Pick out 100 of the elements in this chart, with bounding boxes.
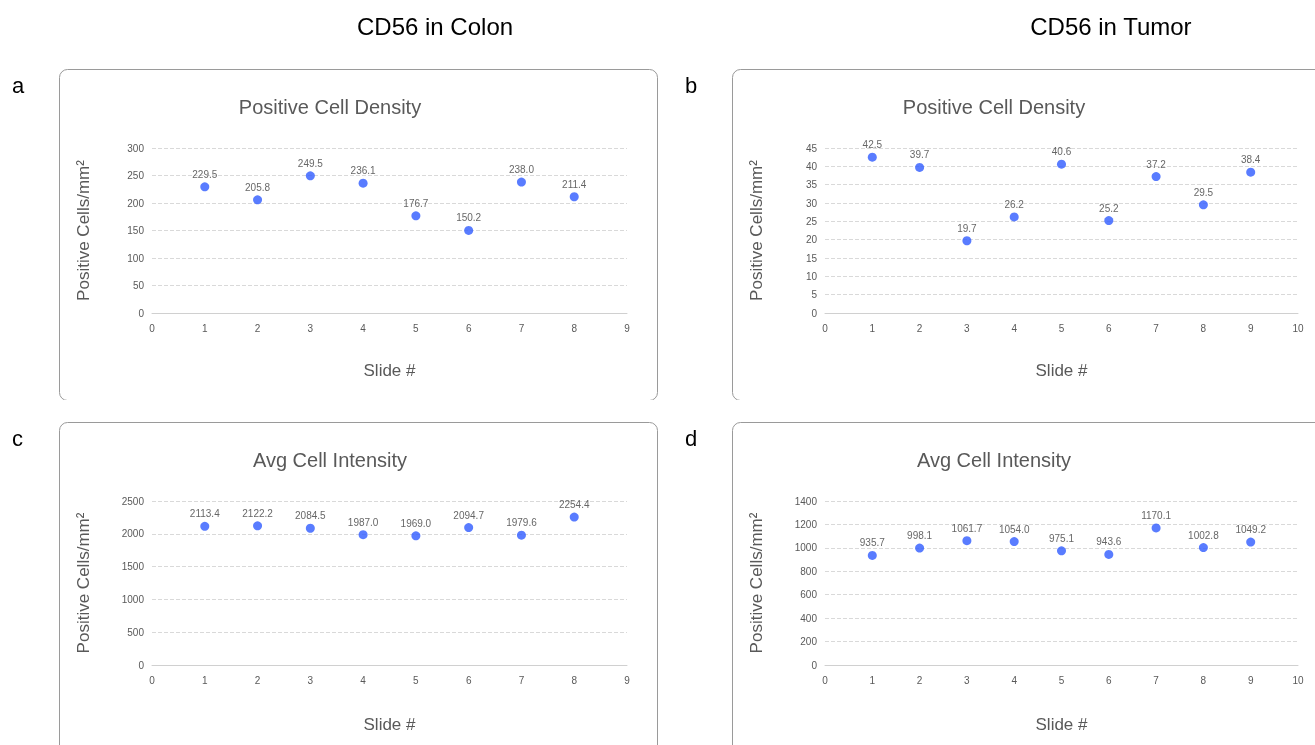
point [1104,549,1114,559]
x-axis-title: Slide # [363,361,417,380]
x-tick-label: 2 [916,322,923,334]
y-tick-label: 2500 [121,495,145,507]
y-tick-label: 1200 [794,518,818,530]
data-label: 1054.0 [998,523,1030,535]
point [1198,543,1208,553]
data-label: 29.5 [1193,186,1214,198]
data-label: 935.7 [859,537,886,549]
x-tick-label: 9 [1247,674,1254,686]
x-tick-label: 4 [360,674,367,686]
data-label: 211.4 [562,178,587,190]
point [1009,537,1019,547]
y-tick-label: 200 [800,636,818,648]
x-tick-label: 3 [964,674,971,686]
x-tick-label: 4 [1011,322,1018,334]
x-tick-label: 6 [465,674,472,686]
x-tick-label: 6 [1106,322,1113,334]
text: a [12,72,25,98]
x-tick-label: 2 [916,674,923,686]
x-tick-label: 8 [571,674,578,686]
data-label: 1002.8 [1188,529,1220,541]
y-tick-label: 600 [800,589,818,601]
y-axis-title: Positive Cells/mm² [747,159,766,301]
point [358,530,368,540]
data-label: 998.1 [907,530,933,542]
data-label: 150.2 [456,212,482,224]
y-tick-label: 2000 [121,528,145,540]
data-label: 38.4 [1240,154,1261,166]
x-tick-label: 8 [1200,322,1207,334]
y-tick-label: 150 [127,225,145,236]
data-label: 1979.6 [506,517,538,529]
point [358,178,368,188]
x-tick-label: 8 [1200,674,1207,686]
text: d [685,425,698,451]
x-tick-label: 7 [1153,674,1160,686]
point [1009,212,1019,222]
x-tick-label: 5 [413,322,420,334]
y-tick-label: 200 [127,197,145,209]
y-axis-title: Positive Cells/mm² [747,512,766,654]
point [1151,523,1161,533]
x-tick-label: 5 [1058,322,1065,334]
point [1057,159,1066,169]
y-tick-label: 30 [805,197,818,209]
point [200,521,210,531]
point [962,236,972,246]
x-tick-label: 4 [1011,674,1018,686]
data-label: 19.7 [957,222,978,234]
chart-title: Avg Cell Intensity [252,449,408,471]
data-label: 2113.4 [189,508,221,520]
point [253,521,263,531]
data-label: 943.6 [1096,536,1122,548]
y-tick-label: 500 [127,626,145,638]
x-axis-title: Slide # [1035,715,1089,734]
x-tick-label: 5 [1058,674,1065,686]
data-label: 2084.5 [295,510,327,522]
point [915,543,925,553]
x-tick-label: 8 [571,322,578,334]
data-label: 2122.2 [242,507,274,519]
text: c [12,425,23,451]
y-tick-label: 35 [805,179,818,191]
x-tick-label: 2 [254,674,261,686]
point [411,211,421,221]
x-tick-label: 9 [624,322,631,334]
data-label: 1987.0 [347,516,379,528]
x-tick-label: 3 [307,674,314,686]
x-tick-label: 7 [518,674,525,686]
x-tick-label: 4 [360,322,367,334]
y-tick-label: 300 [127,142,145,154]
point [569,192,579,202]
point [411,531,421,541]
point [253,195,263,205]
y-tick-label: 100 [127,252,145,264]
x-tick-label: 1 [869,674,876,686]
chart-title: Positive Cell Density [238,96,422,118]
data-label: 40.6 [1051,146,1072,158]
y-tick-label: 0 [138,659,145,671]
chart-title: Avg Cell Intensity [916,449,1072,471]
x-tick-label: 0 [822,322,829,334]
y-tick-label: 45 [805,142,818,154]
x-tick-label: 0 [822,674,829,686]
data-label: 205.8 [245,181,271,193]
data-label: 238.0 [508,164,535,176]
x-tick-label: 5 [413,674,420,686]
x-tick-label: 2 [254,322,261,334]
data-label: 2094.7 [453,509,485,521]
x-tick-label: 9 [1247,322,1254,334]
x-axis-title: Slide # [363,715,417,734]
y-tick-label: 5 [811,289,818,301]
y-tick-label: 15 [805,252,818,264]
point [1151,172,1161,182]
y-tick-label: 1500 [121,561,145,573]
x-tick-label: 6 [465,322,472,334]
data-label: 37.2 [1146,158,1167,170]
data-label: 975.1 [1048,532,1075,544]
point [305,523,315,533]
data-label: 26.2 [1004,198,1025,210]
x-tick-label: 10 [1292,322,1304,334]
y-tick-label: 0 [138,307,145,319]
y-tick-label: 1000 [121,593,145,605]
